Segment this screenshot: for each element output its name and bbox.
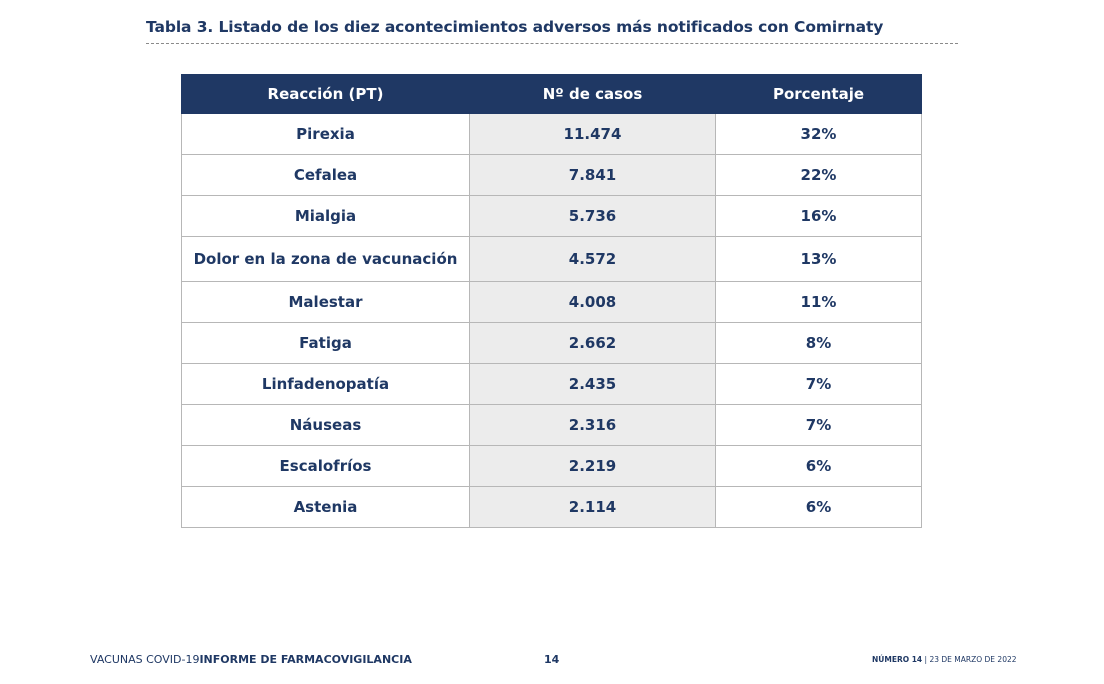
table-header-row: Reacción (PT) Nº de casos Porcentaje	[181, 74, 922, 114]
footer-issue-date: NÚMERO 14 | 23 DE MARZO DE 2022	[872, 655, 1017, 664]
footer-report-name: VACUNAS COVID-19INFORME DE FARMACOVIGILA…	[90, 653, 412, 666]
table-row: Náuseas 2.316 7%	[181, 404, 922, 446]
table-row: Cefalea 7.841 22%	[181, 154, 922, 196]
percent-cell: 16%	[715, 195, 922, 237]
cases-cell: 4.008	[469, 281, 716, 323]
percent-cell: 11%	[715, 281, 922, 323]
cases-cell: 2.435	[469, 363, 716, 405]
cases-cell: 5.736	[469, 195, 716, 237]
reaction-cell: Mialgia	[181, 195, 470, 237]
percent-cell: 8%	[715, 322, 922, 364]
cases-cell: 4.572	[469, 236, 716, 282]
reaction-cell: Linfadenopatía	[181, 363, 470, 405]
percent-cell: 7%	[715, 404, 922, 446]
table-row: Malestar 4.008 11%	[181, 281, 922, 323]
percent-cell: 7%	[715, 363, 922, 405]
reaction-cell: Astenia	[181, 486, 470, 528]
table-row: Escalofríos 2.219 6%	[181, 445, 922, 487]
table-row: Fatiga 2.662 8%	[181, 322, 922, 364]
page-number: 14	[544, 653, 560, 666]
cases-cell: 2.316	[469, 404, 716, 446]
table-title: Tabla 3. Listado de los diez acontecimie…	[146, 18, 884, 36]
reaction-cell: Dolor en la zona de vacunación	[181, 236, 470, 282]
reaction-cell: Pirexia	[181, 113, 470, 155]
percent-cell: 32%	[715, 113, 922, 155]
reaction-cell: Malestar	[181, 281, 470, 323]
header-percent: Porcentaje	[715, 74, 922, 114]
header-cases: Nº de casos	[469, 74, 716, 114]
reaction-cell: Náuseas	[181, 404, 470, 446]
cases-cell: 11.474	[469, 113, 716, 155]
table-row: Dolor en la zona de vacunación 4.572 13%	[181, 236, 922, 282]
issue-label: NÚMERO 14	[872, 655, 923, 664]
cases-cell: 7.841	[469, 154, 716, 196]
table-row: Linfadenopatía 2.435 7%	[181, 363, 922, 405]
footer-prefix: VACUNAS COVID-19	[90, 653, 200, 666]
adverse-events-table: Reacción (PT) Nº de casos Porcentaje Pir…	[181, 74, 922, 528]
reaction-cell: Fatiga	[181, 322, 470, 364]
cases-cell: 2.114	[469, 486, 716, 528]
title-divider	[146, 43, 958, 44]
footer-report-title: INFORME DE FARMACOVIGILANCIA	[199, 653, 412, 666]
percent-cell: 6%	[715, 486, 922, 528]
percent-cell: 6%	[715, 445, 922, 487]
reaction-cell: Escalofríos	[181, 445, 470, 487]
footer-separator: |	[924, 655, 928, 664]
cases-cell: 2.662	[469, 322, 716, 364]
reaction-cell: Cefalea	[181, 154, 470, 196]
table-row: Mialgia 5.736 16%	[181, 195, 922, 237]
table-row: Pirexia 11.474 32%	[181, 113, 922, 155]
cases-cell: 2.219	[469, 445, 716, 487]
header-reaction: Reacción (PT)	[181, 74, 470, 114]
percent-cell: 22%	[715, 154, 922, 196]
table-row: Astenia 2.114 6%	[181, 486, 922, 528]
percent-cell: 13%	[715, 236, 922, 282]
issue-date: 23 DE MARZO DE 2022	[929, 655, 1017, 664]
